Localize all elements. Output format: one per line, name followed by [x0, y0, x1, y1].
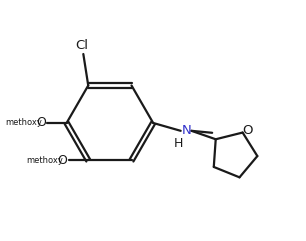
Text: methoxy: methoxy: [27, 156, 63, 165]
Text: O: O: [58, 154, 68, 167]
Text: H: H: [174, 137, 183, 150]
Text: N: N: [182, 124, 192, 137]
Text: O: O: [242, 124, 253, 137]
Text: methoxy: methoxy: [5, 119, 42, 127]
Text: Cl: Cl: [75, 39, 88, 52]
Text: O: O: [36, 116, 46, 129]
